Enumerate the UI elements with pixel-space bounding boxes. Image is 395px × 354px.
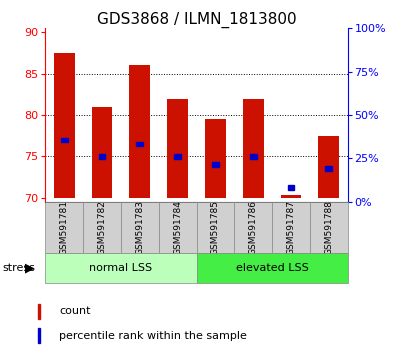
Bar bbox=[310, 202, 348, 253]
Text: percentile rank within the sample: percentile rank within the sample bbox=[59, 331, 247, 341]
Bar bbox=[197, 202, 234, 253]
Bar bbox=[205, 119, 226, 198]
Bar bbox=[243, 98, 263, 198]
Text: GSM591786: GSM591786 bbox=[249, 200, 258, 255]
Text: count: count bbox=[59, 307, 91, 316]
Text: GSM591783: GSM591783 bbox=[135, 200, 144, 255]
Bar bbox=[38, 304, 40, 319]
Bar bbox=[45, 253, 197, 283]
Title: GDS3868 / ILMN_1813800: GDS3868 / ILMN_1813800 bbox=[97, 12, 296, 28]
Bar bbox=[83, 202, 121, 253]
Bar bbox=[92, 107, 113, 198]
Text: GSM591785: GSM591785 bbox=[211, 200, 220, 255]
Bar bbox=[250, 154, 257, 159]
Bar bbox=[38, 329, 40, 343]
Bar bbox=[159, 202, 197, 253]
Text: GSM591782: GSM591782 bbox=[98, 200, 107, 255]
Text: GSM591781: GSM591781 bbox=[60, 200, 69, 255]
Text: stress: stress bbox=[2, 263, 35, 273]
Bar bbox=[272, 202, 310, 253]
Bar bbox=[197, 253, 348, 283]
Bar bbox=[121, 202, 159, 253]
Bar bbox=[318, 136, 339, 198]
Text: normal LSS: normal LSS bbox=[89, 263, 152, 273]
Bar bbox=[130, 65, 150, 198]
Bar bbox=[212, 162, 219, 167]
Bar bbox=[54, 53, 75, 198]
Bar bbox=[288, 185, 294, 190]
Bar bbox=[45, 202, 83, 253]
Bar bbox=[325, 166, 332, 171]
Bar bbox=[280, 195, 301, 198]
Text: GSM591784: GSM591784 bbox=[173, 200, 182, 255]
Bar bbox=[61, 138, 68, 142]
Bar bbox=[167, 98, 188, 198]
Text: ▶: ▶ bbox=[25, 262, 34, 275]
Bar bbox=[136, 142, 143, 146]
Text: GSM591788: GSM591788 bbox=[324, 200, 333, 255]
Bar bbox=[99, 154, 105, 159]
Bar bbox=[234, 202, 272, 253]
Bar bbox=[174, 154, 181, 159]
Text: elevated LSS: elevated LSS bbox=[236, 263, 308, 273]
Text: GSM591787: GSM591787 bbox=[286, 200, 295, 255]
